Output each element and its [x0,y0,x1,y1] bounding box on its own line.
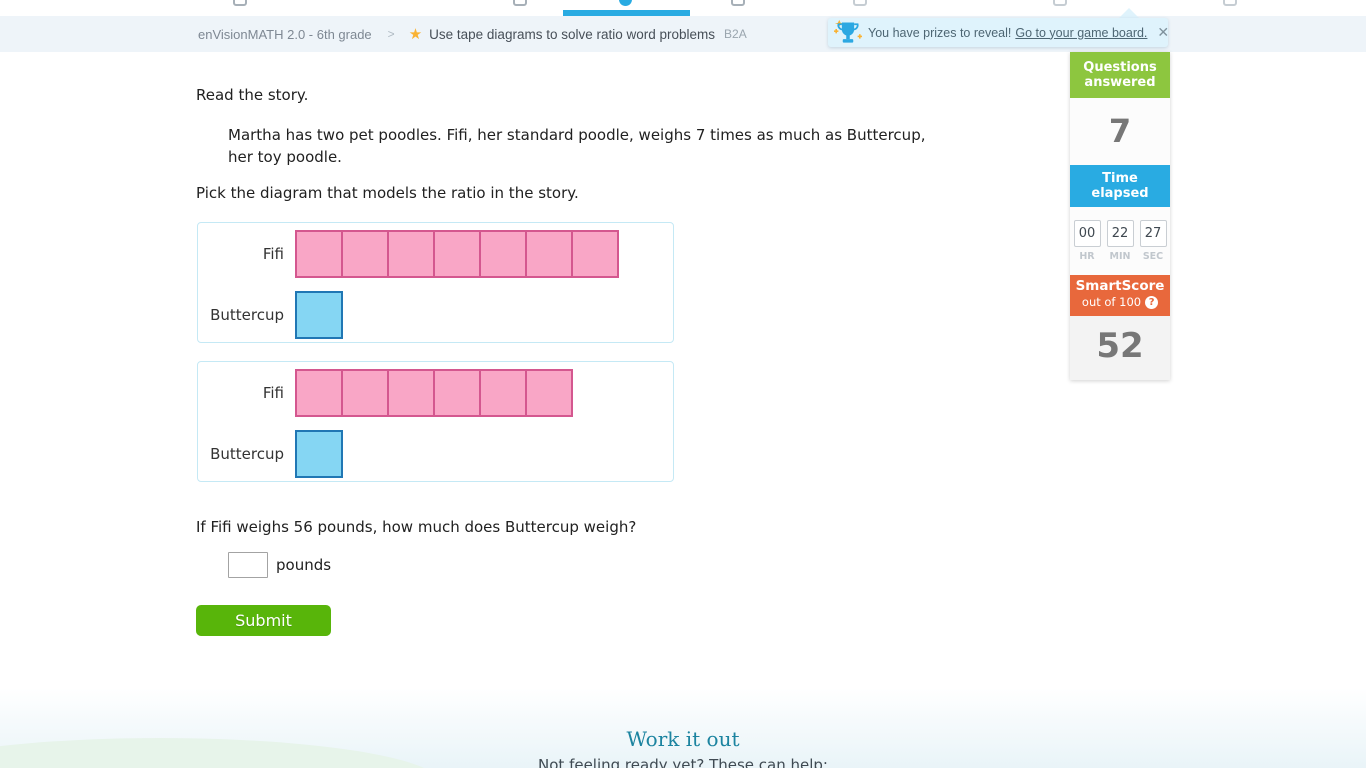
tape-block-pink [525,369,573,417]
game-board-link[interactable]: Go to your game board. [1015,25,1148,40]
time-min-value: 22 [1106,220,1134,247]
close-icon[interactable]: ✕ [1157,24,1170,40]
tape-row: Buttercup [198,430,673,478]
tape-row: Fifi [198,369,673,417]
smartscore-value: 52 [1070,316,1170,380]
tape-block-pink [571,230,619,278]
smartscore-title: SmartScore [1075,278,1165,294]
time-hr-label: HR [1079,251,1095,262]
skill-code: B2A [724,27,747,41]
tape-block-pink [387,369,435,417]
story-text: Martha has two pet poodles. Fifi, her st… [228,126,926,166]
smartscore-help-icon[interactable]: ? [1145,296,1159,309]
answer-input[interactable] [228,552,268,578]
tape-row: Buttercup [198,291,673,339]
prompt-read-story: Read the story. [196,86,309,104]
answer-unit-label: pounds [276,556,332,574]
tape-row-label: Fifi [262,384,284,402]
help-text: Not feeling ready yet? These can help: [538,756,828,768]
submit-button[interactable]: Submit [196,605,331,636]
answer-row: pounds [228,552,331,578]
active-tab-underline [563,10,690,16]
tape-block-pink [295,369,343,417]
notification-message: You have prizes to reveal! [868,25,1012,40]
tape-block-pink [479,230,527,278]
smartscore-subtitle: out of 100 [1081,295,1142,309]
questions-answered-header: Questions answered [1070,52,1170,98]
diagram-option-1[interactable]: Fifi Buttercup [197,222,674,343]
tape-blocks [295,369,573,417]
time-sec-label: SEC [1142,251,1164,262]
time-hr-value: 00 [1073,220,1101,247]
tape-block-blue [295,430,343,478]
questions-answered-value: 7 [1070,98,1170,165]
chevron-right-icon: > [387,27,395,41]
prompt-weight-question: If Fifi weighs 56 pounds, how much does … [196,518,637,536]
tape-block-pink [525,230,573,278]
tape-block-pink [387,230,435,278]
tape-row-label: Fifi [262,245,284,263]
time-sec-value: 27 [1139,220,1167,247]
tape-block-pink [295,230,343,278]
nav-tab-learning-icon[interactable] [619,0,632,6]
score-sidebar: Questions answered 7 Time elapsed 00 22 … [1070,52,1170,380]
time-elapsed-panel: 00 22 27 HR MIN SEC [1070,207,1170,275]
trophy-icon [834,19,862,43]
nav-tab-analytics-icon[interactable] [853,0,867,6]
tape-row: Fifi [198,230,673,278]
tape-block-pink [341,369,389,417]
smartscore-header: SmartScore out of 100 ? [1070,275,1170,316]
tape-block-blue [295,291,343,339]
nav-tab-practice-icon[interactable] [233,0,247,6]
work-it-out-link[interactable]: Work it out [626,727,740,751]
tape-row-label: Buttercup [210,445,284,463]
tape-block-pink [341,230,389,278]
nav-tab-awards-icon[interactable] [731,0,745,6]
tape-row-label: Buttercup [210,306,284,324]
star-icon: ★ [408,26,423,43]
breadcrumb-category[interactable]: enVisionMATH 2.0 - 6th grade [198,26,372,42]
tape-block-pink [433,369,481,417]
nav-tab-settings-icon[interactable] [1053,0,1067,6]
tape-block-pink [433,230,481,278]
time-elapsed-header: Time elapsed [1070,165,1170,207]
tape-block-pink [479,369,527,417]
tape-blocks [295,291,343,339]
nav-tab-profile-icon[interactable] [1223,0,1237,6]
skill-title: Use tape diagrams to solve ratio word pr… [429,26,716,42]
time-min-label: MIN [1109,251,1131,262]
prize-notification: You have prizes to reveal! Go to your ga… [828,18,1170,47]
tape-blocks [295,430,343,478]
notification-caret [1119,8,1139,18]
diagram-option-2[interactable]: Fifi Buttercup [197,361,674,482]
nav-tab-diagnostic-icon[interactable] [513,0,527,6]
tape-blocks [295,230,619,278]
top-nav-bar [0,0,1366,16]
prompt-pick-diagram: Pick the diagram that models the ratio i… [196,184,579,202]
